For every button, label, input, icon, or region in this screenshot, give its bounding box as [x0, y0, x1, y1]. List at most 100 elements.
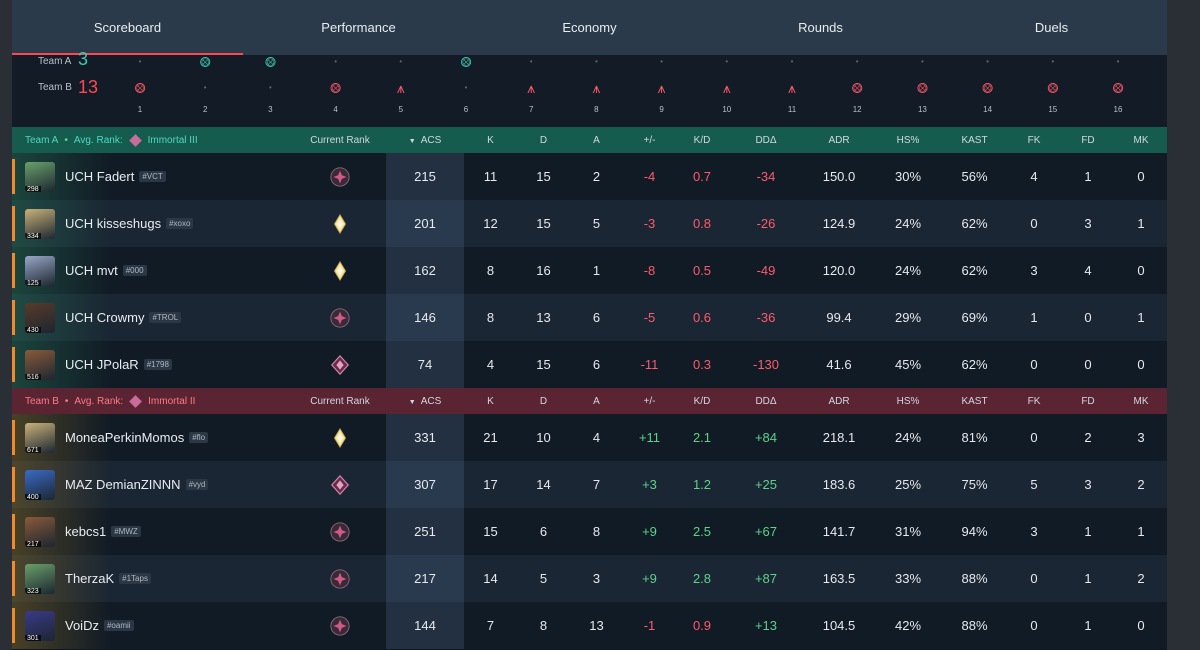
player-level: 298 [25, 185, 41, 192]
fd-cell: 0 [1084, 310, 1092, 325]
col-current-rank[interactable]: Current Rank [310, 134, 370, 146]
team-b-avg-rank: Immortal II [148, 395, 196, 407]
player-name[interactable]: UCH JPolaR [65, 357, 139, 372]
col-fd[interactable]: FD [1081, 395, 1095, 407]
player-cell[interactable]: 323 TherzaK #1Taps [12, 555, 294, 602]
hs-cell: 25% [894, 477, 922, 492]
plus-minus-cell: -1 [643, 618, 656, 633]
plus-minus-cell: +3 [642, 477, 657, 492]
deaths-cell: 14 [536, 477, 551, 492]
hs-cell: 33% [894, 571, 922, 586]
kast-cell: 81% [961, 430, 988, 445]
player-name[interactable]: TherzaK [65, 571, 115, 586]
tab-performance[interactable]: Performance [321, 20, 396, 35]
col-hs[interactable]: HS% [896, 134, 920, 146]
player-name[interactable]: UCH kisseshugs [65, 216, 162, 231]
player-cell[interactable]: 671 MoneaPerkinMomos #flo [12, 414, 294, 461]
player-name[interactable]: UCH mvt [65, 263, 118, 278]
col-plus-minus[interactable]: +/- [643, 395, 656, 407]
table-row[interactable]: 400 MAZ DemianZINNN #vyd 307 17 14 7 +3 1.2 +25 18… [12, 461, 1167, 508]
col-a[interactable]: A [593, 134, 600, 146]
player-tag: #1Taps [119, 573, 151, 584]
immortal-rank-icon [129, 394, 143, 408]
player-tag: #flo [189, 432, 209, 443]
col-a[interactable]: A [593, 395, 600, 407]
table-row[interactable]: 217 kebcs1 #MWZ 251 15 6 8 +9 2.5 +67 141.7 31% 94% 3… [12, 508, 1167, 555]
tab-scoreboard[interactable]: Scoreboard [12, 0, 243, 55]
kills-cell: 12 [483, 216, 498, 231]
fd-cell: 4 [1084, 263, 1092, 278]
immortal-rank-icon [330, 521, 350, 542]
spike-win-icon: ⩚ [592, 80, 601, 96]
table-row[interactable]: 301 VoiDz #oamii 144 7 8 13 -1 0.9 +13 104.5 42% 88%… [12, 602, 1167, 649]
radiant-rank-icon [333, 427, 347, 448]
immortal-rank-icon [330, 568, 350, 589]
player-cell[interactable]: 125 UCH mvt #000 [12, 247, 294, 294]
col-current-rank[interactable]: Current Rank [310, 395, 370, 407]
fd-cell: 1 [1084, 524, 1092, 539]
col-fk[interactable]: FK [1027, 395, 1041, 407]
player-tag: #VCT [139, 171, 166, 182]
player-name[interactable]: MoneaPerkinMomos [65, 430, 185, 445]
fk-cell: 1 [1030, 310, 1038, 325]
player-cell[interactable]: 430 UCH Crowmy #TROL [12, 294, 294, 341]
immortal-rank-icon [128, 133, 142, 147]
table-row[interactable]: 516 UCH JPolaR #1798 74 4 15 6 -11 0.3 -130 41.6 45… [12, 341, 1167, 388]
player-cell[interactable]: 298 UCH Fadert #VCT [12, 153, 294, 200]
party-indicator [12, 514, 15, 549]
player-name[interactable]: UCH Fadert [65, 169, 135, 184]
mk-cell: 2 [1137, 477, 1145, 492]
assists-cell: 4 [592, 430, 601, 445]
hs-cell: 45% [894, 357, 922, 372]
table-row[interactable]: 671 MoneaPerkinMomos #flo 331 21 10 4 +11 2.1 +84… [12, 414, 1167, 461]
col-kast[interactable]: KAST [961, 395, 988, 407]
col-adr[interactable]: ADR [828, 134, 850, 146]
col-acs[interactable]: ▼ ACS [386, 135, 464, 146]
table-row[interactable]: 323 TherzaK #1Taps 217 14 5 3 +9 2.8 +87 163.5 33% 8… [12, 555, 1167, 602]
player-cell[interactable]: 301 VoiDz #oamii [12, 602, 294, 649]
col-kd[interactable]: K/D [693, 395, 711, 407]
col-hs[interactable]: HS% [896, 395, 920, 407]
player-cell[interactable]: 400 MAZ DemianZINNN #vyd [12, 461, 294, 508]
col-dd-delta[interactable]: DDΔ [755, 395, 777, 407]
player-name[interactable]: MAZ DemianZINNN [65, 477, 181, 492]
table-row[interactable]: 298 UCH Fadert #VCT 215 11 15 2 -4 0.7 -34 150.0 30… [12, 153, 1167, 200]
hs-cell: 29% [894, 310, 922, 325]
player-cell[interactable]: 217 kebcs1 #MWZ [12, 508, 294, 555]
avatar: 323 [25, 563, 55, 594]
current-rank-cell [294, 568, 386, 590]
avatar: 217 [25, 516, 55, 547]
col-mk[interactable]: MK [1133, 395, 1149, 407]
table-row[interactable]: 125 UCH mvt #000 162 8 16 1 -8 0.5 -49 120.0 24% 62%… [12, 247, 1167, 294]
player-name[interactable]: UCH Crowmy [65, 310, 145, 325]
player-cell[interactable]: 516 UCH JPolaR #1798 [12, 341, 294, 388]
tab-rounds[interactable]: Rounds [798, 20, 843, 35]
player-name[interactable]: kebcs1 [65, 524, 107, 539]
current-rank-cell [294, 307, 386, 329]
col-d[interactable]: D [539, 134, 548, 146]
tab-economy[interactable]: Economy [562, 20, 617, 35]
table-row[interactable]: 430 UCH Crowmy #TROL 146 8 13 6 -5 0.6 -36 99.4 29%… [12, 294, 1167, 341]
col-kd[interactable]: K/D [693, 134, 711, 146]
col-fd[interactable]: FD [1081, 134, 1095, 146]
player-level: 125 [25, 279, 41, 286]
player-name[interactable]: VoiDz [65, 618, 99, 633]
fk-cell: 3 [1030, 524, 1038, 539]
col-adr[interactable]: ADR [828, 395, 850, 407]
player-cell[interactable]: 334 UCH kisseshugs #xoxo [12, 200, 294, 247]
col-d[interactable]: D [539, 395, 548, 407]
avatar: 334 [25, 208, 55, 239]
col-k[interactable]: K [487, 395, 494, 407]
avatar: 298 [25, 161, 55, 192]
col-plus-minus[interactable]: +/- [643, 134, 656, 146]
col-fk[interactable]: FK [1027, 134, 1041, 146]
col-dd-delta[interactable]: DDΔ [755, 134, 777, 146]
col-acs-label: ACS [420, 395, 442, 407]
col-k[interactable]: K [487, 134, 494, 146]
col-kast[interactable]: KAST [961, 134, 988, 146]
table-row[interactable]: 334 UCH kisseshugs #xoxo 201 12 15 5 -3 0.8 -26 12… [12, 200, 1167, 247]
col-acs[interactable]: ▼ ACS [386, 396, 464, 407]
col-mk[interactable]: MK [1133, 134, 1149, 146]
tab-duels[interactable]: Duels [1034, 20, 1069, 35]
current-rank-cell [294, 166, 386, 188]
